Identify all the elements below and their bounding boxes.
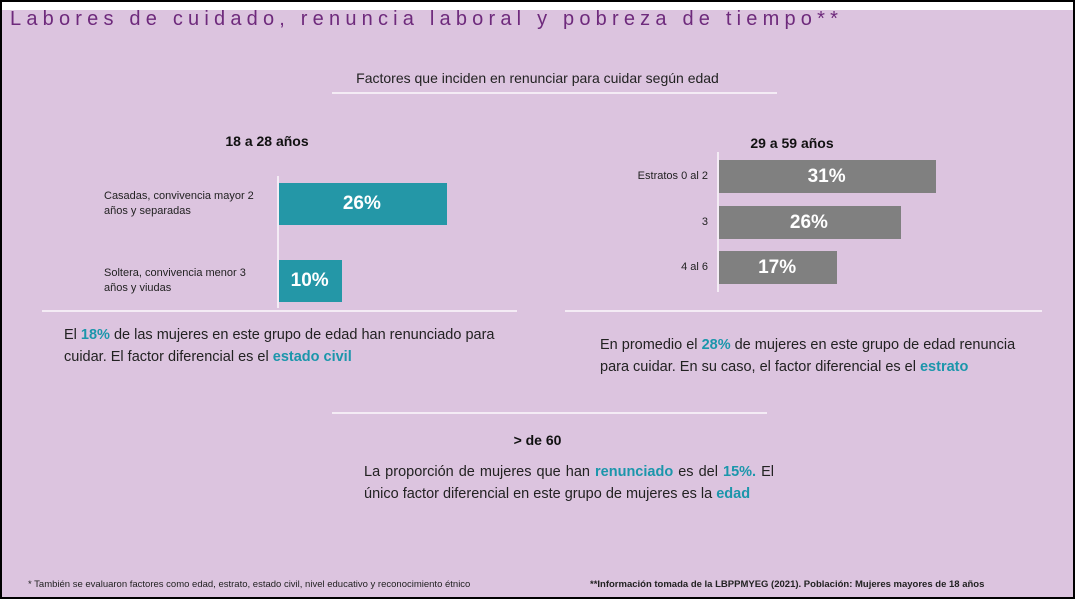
footnote: **Información tomada de la LBPPMYEG (202… <box>590 579 985 590</box>
rule <box>332 412 767 414</box>
text: es del <box>673 464 723 480</box>
category-label: Estratos 0 al 2 <box>637 170 708 182</box>
top-band <box>2 2 1073 10</box>
category-label: 3 <box>701 216 708 228</box>
paragraph: La proporción de mujeres que han renunci… <box>364 461 774 505</box>
rule <box>565 310 1042 312</box>
text: La proporción de mujeres que han <box>364 464 596 480</box>
emphasis-text: edad <box>716 486 751 502</box>
emphasis-text: estado civil <box>272 349 352 365</box>
text: El único factor diferencial en este grup… <box>364 464 775 502</box>
rule <box>42 310 517 312</box>
section-title: > de 60 <box>513 432 562 448</box>
category-label: Casadas, convivencia mayor 2 años y sepa… <box>104 190 254 217</box>
slide-title: Labores de cuidado, renuncia laboral y p… <box>10 8 844 30</box>
category-label: Soltera, convivencia menor 3 años y viud… <box>104 267 246 294</box>
emphasis-text: 15%. <box>723 464 757 480</box>
paragraph: El 18% de las mujeres en este grupo de e… <box>64 324 504 368</box>
value-label: 17% <box>758 256 797 278</box>
emphasis-text: 28% <box>701 337 731 353</box>
chart-title: 29 a 59 años <box>750 135 834 151</box>
value-label: 31% <box>807 165 846 187</box>
rule <box>332 92 777 94</box>
footnote: * También se evaluaron factores como eda… <box>28 579 471 590</box>
text: de mujeres en este grupo de edad renunci… <box>600 337 1016 375</box>
emphasis-text: renunciado <box>595 464 674 480</box>
axis-line <box>717 152 719 292</box>
category-label: 4 al 6 <box>681 261 708 273</box>
bar: 31% <box>717 160 937 193</box>
emphasis-text: estrato <box>919 359 969 375</box>
subtitle: Factores que inciden en renunciar para c… <box>356 70 719 86</box>
text: En promedio el <box>600 337 702 353</box>
bar: 26% <box>277 183 447 225</box>
bar: 10% <box>277 260 343 302</box>
bar: 26% <box>717 206 901 239</box>
emphasis-text: 18% <box>80 327 110 343</box>
value-label: 10% <box>290 270 329 291</box>
text: de las mujeres en este grupo de edad han… <box>64 327 495 365</box>
axis-line <box>277 176 279 308</box>
value-label: 26% <box>789 211 828 233</box>
chart-title: 18 a 28 años <box>225 133 309 149</box>
text: El <box>64 327 81 343</box>
bar: 17% <box>717 251 838 284</box>
value-label: 26% <box>342 193 381 214</box>
paragraph: En promedio el 28% de mujeres en este gr… <box>600 334 1020 378</box>
